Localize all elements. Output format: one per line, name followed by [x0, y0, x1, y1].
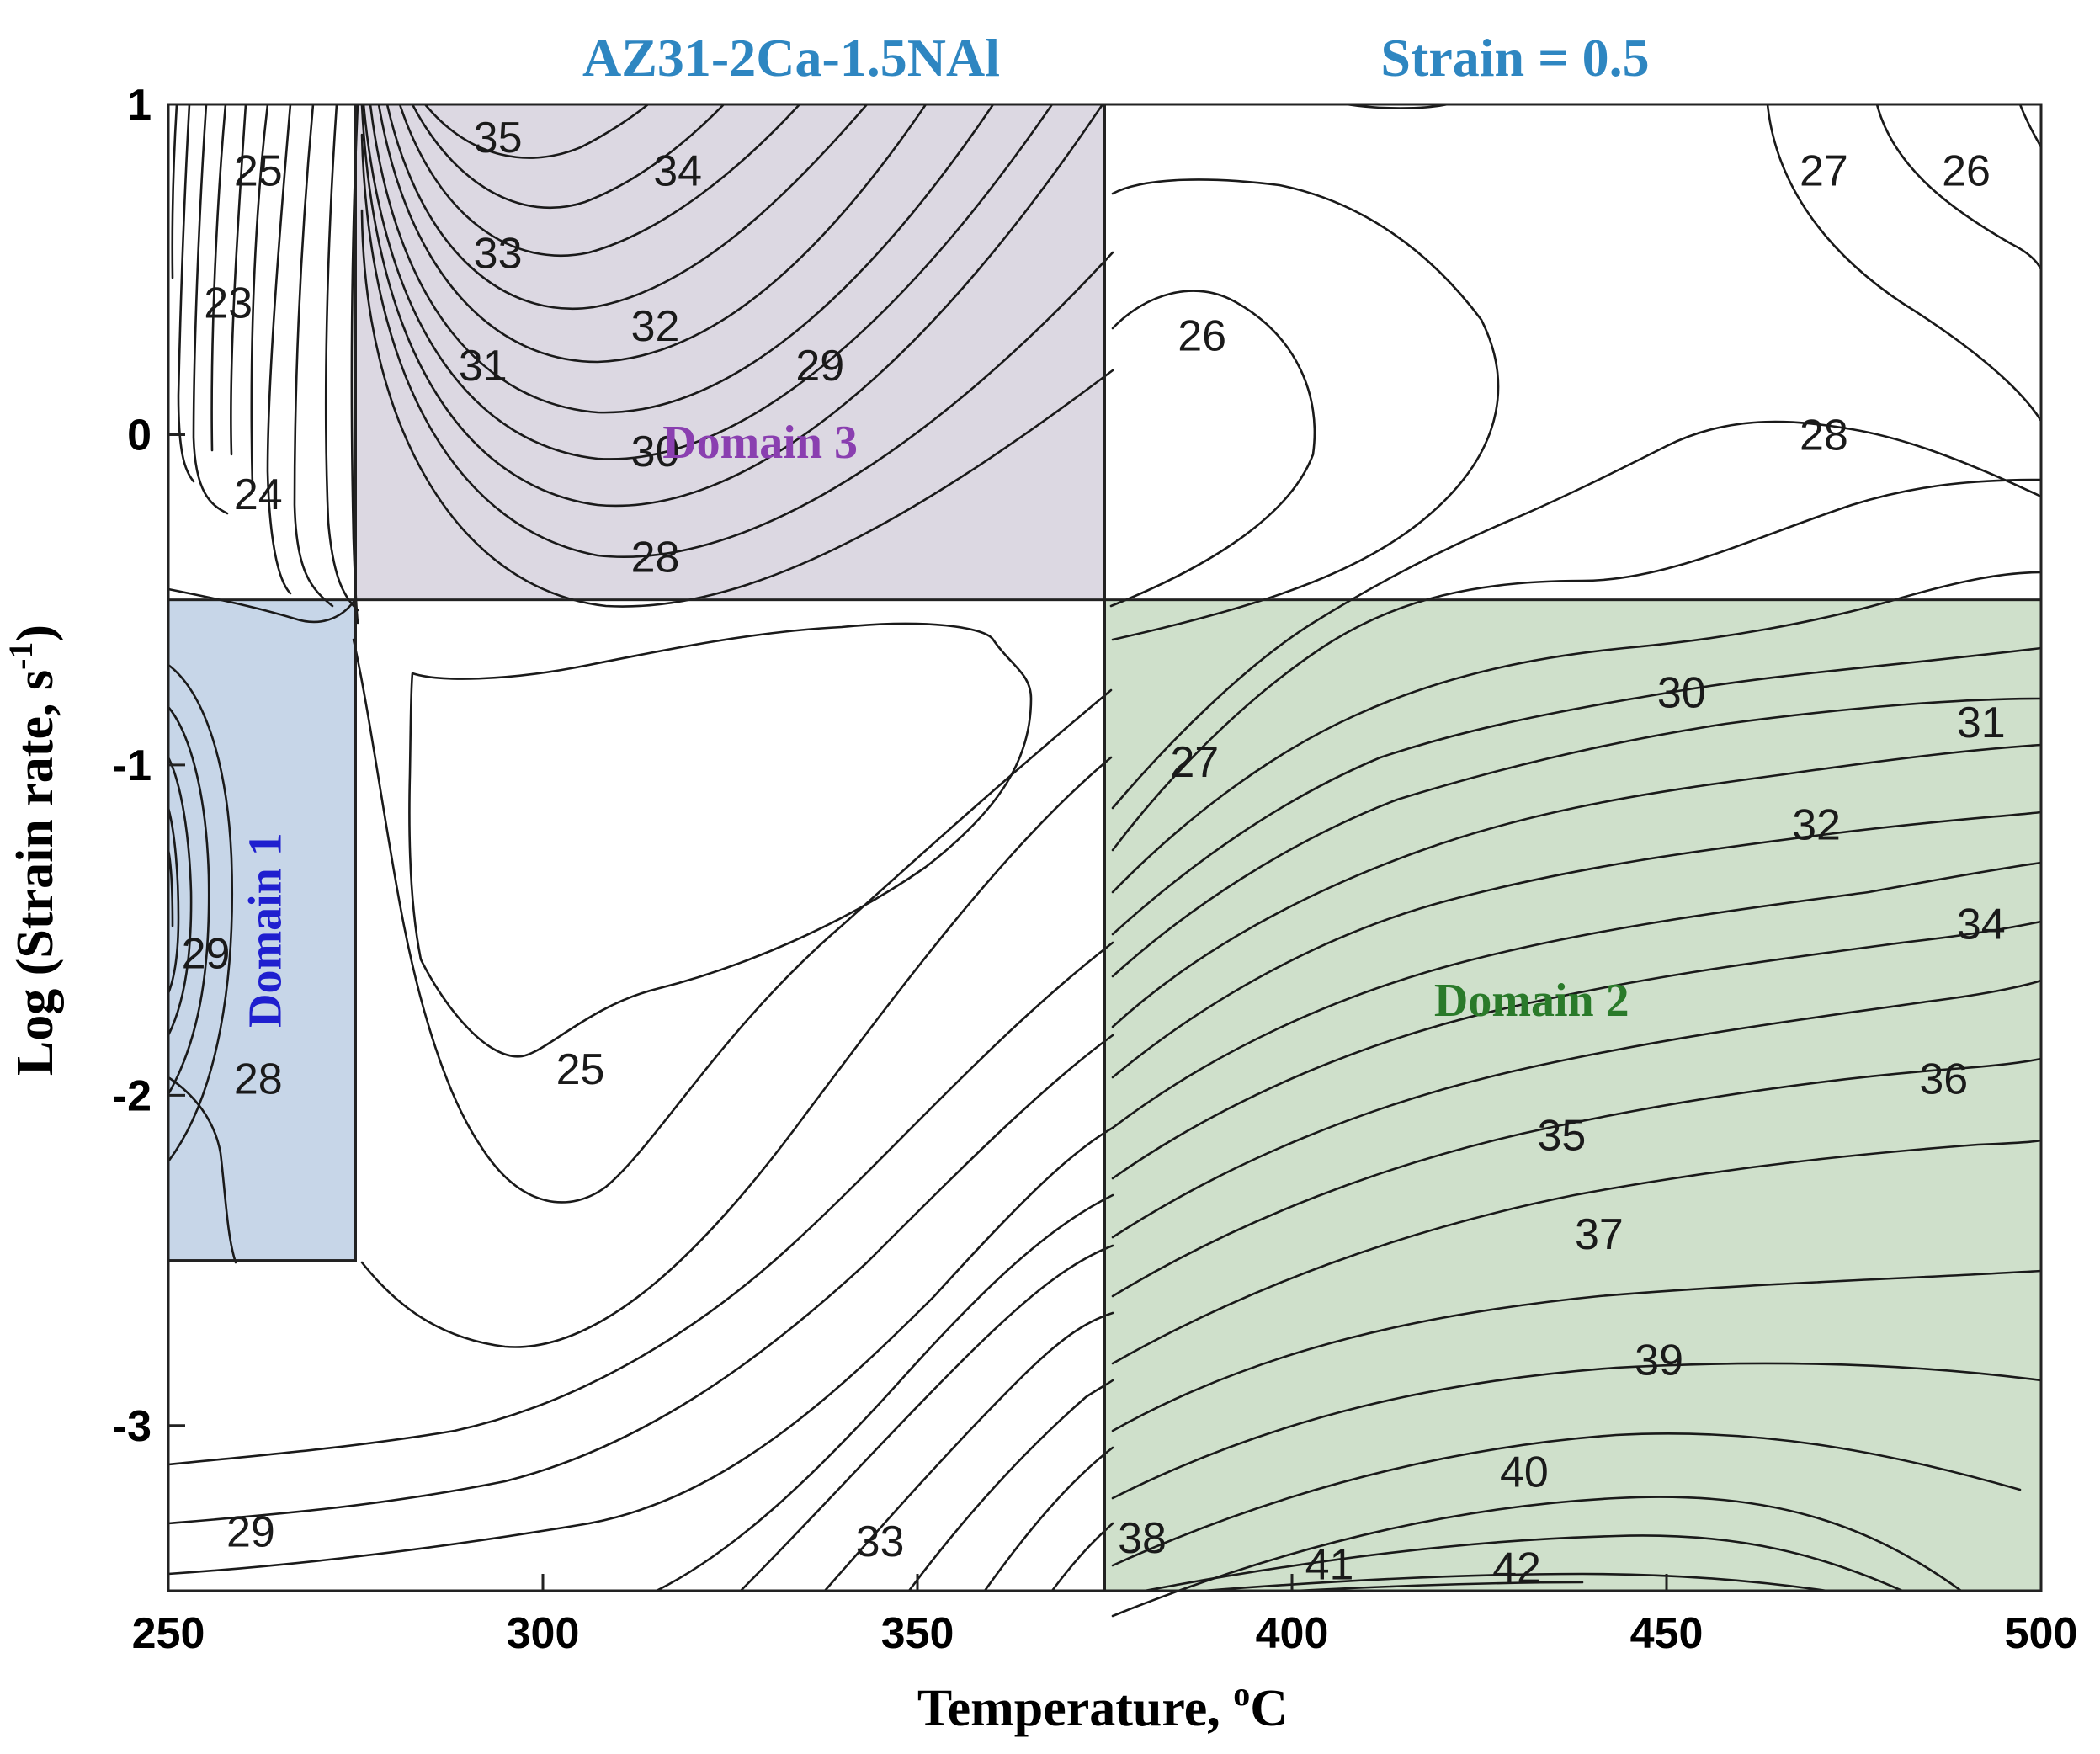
x-tick-label: 400 — [1256, 1609, 1329, 1658]
y-axis-title: Log (Strain rate, s-1) — [2, 625, 64, 1076]
x-tick-label: 250 — [132, 1609, 205, 1658]
contour-label: 29 — [795, 342, 844, 391]
contour-label: 28 — [234, 1055, 283, 1104]
domain-label-1: Domain 1 — [240, 832, 292, 1028]
contour-label: 41 — [1305, 1541, 1354, 1590]
chart-title-alloy: AZ31-2Ca-1.5NAl — [582, 28, 1000, 88]
contour-label: 42 — [1492, 1544, 1541, 1593]
contour-label: 28 — [631, 534, 680, 582]
x-tick-label: 500 — [2005, 1609, 2078, 1658]
contour-label: 36 — [1919, 1055, 1968, 1104]
contour-label: 30 — [631, 428, 680, 476]
y-axis-title-text: Log (Strain rate, s — [7, 670, 64, 1076]
contour-label: 35 — [474, 114, 523, 162]
contour-label: 38 — [1118, 1514, 1167, 1563]
contour-label: 29 — [182, 930, 231, 979]
contour-label: 27 — [1800, 146, 1848, 195]
y-tick-label: 1 — [127, 81, 152, 130]
x-axis-title: Temperature, oC — [917, 1675, 1288, 1737]
domain-3-region — [355, 104, 1105, 600]
x-tick-label: 450 — [1630, 1609, 1704, 1658]
y-axis: 1 0 -1 -2 -3 — [113, 81, 185, 1451]
contour-label: 34 — [653, 146, 702, 195]
x-tick-label: 300 — [507, 1609, 580, 1658]
contour-label: 35 — [1537, 1111, 1586, 1160]
contour-label: 33 — [856, 1517, 905, 1566]
contour-label: 40 — [1500, 1448, 1549, 1497]
contour-label: 24 — [234, 470, 283, 519]
x-axis-title-text: Temperature, — [917, 1680, 1233, 1737]
contour-label: 25 — [234, 146, 283, 195]
contour-label: 26 — [1942, 146, 1991, 195]
y-tick-label: -2 — [113, 1071, 152, 1120]
y-axis-title-sup: -1 — [2, 642, 40, 670]
contour-label: 29 — [226, 1507, 275, 1556]
y-axis-title-end: ) — [7, 625, 64, 642]
contour-label: 31 — [459, 342, 508, 391]
domain-label-3: Domain 3 — [662, 417, 858, 469]
domain-2-region — [1104, 599, 2041, 1591]
contour-label: 33 — [474, 230, 523, 279]
contour-label: 30 — [1657, 669, 1706, 718]
contour-label: 37 — [1575, 1210, 1624, 1259]
y-tick-label: -3 — [113, 1402, 152, 1451]
x-axis-title-unit: C — [1250, 1680, 1288, 1737]
contour-lines — [167, 103, 2043, 1618]
contour-label: 28 — [1800, 411, 1848, 460]
contour-label: 25 — [556, 1045, 605, 1094]
contour-labels: 25 23 24 35 34 33 32 31 29 30 28 26 27 26 28 30 31 32 34 36… — [182, 114, 2006, 1593]
contour-label: 31 — [1957, 699, 2006, 747]
chart-title-strain: Strain = 0.5 — [1380, 28, 1649, 88]
contour-label: 23 — [204, 279, 253, 327]
contour-label: 32 — [631, 302, 680, 351]
y-tick-label: 0 — [127, 411, 152, 460]
x-axis-title-sup: o — [1233, 1675, 1250, 1713]
contour-label: 32 — [1792, 801, 1841, 850]
contour-label: 26 — [1178, 312, 1226, 361]
contour-label: 34 — [1957, 900, 2006, 949]
contour-label: 27 — [1170, 738, 1219, 787]
contour-label: 39 — [1635, 1336, 1683, 1385]
x-axis: 250 300 350 400 450 500 — [132, 1574, 2078, 1658]
x-tick-label: 350 — [881, 1609, 954, 1658]
domain-1-region — [168, 599, 356, 1261]
y-tick-label: -1 — [113, 741, 152, 790]
plot-frame — [167, 103, 2043, 1592]
domain-label-2: Domain 2 — [1434, 975, 1629, 1027]
domain-labels: Domain 1 Domain 2 Domain 3 — [240, 417, 1629, 1028]
